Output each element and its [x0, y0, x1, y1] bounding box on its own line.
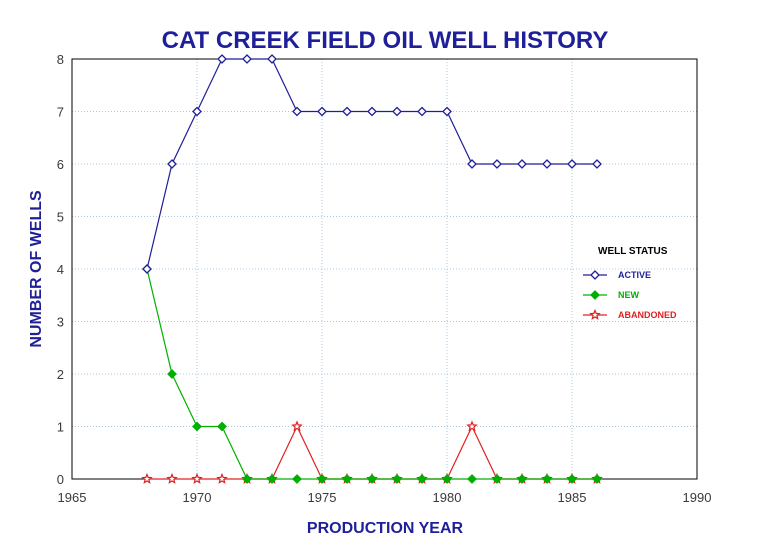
active-point [267, 54, 277, 64]
new-point [567, 474, 577, 484]
chart-title: CAT CREEK FIELD OIL WELL HISTORY [162, 27, 609, 54]
new-point [367, 474, 377, 484]
legend-label-active: ACTIVE [618, 270, 651, 280]
new-point [467, 474, 477, 484]
series-layer [141, 54, 603, 484]
x-tick-label: 1990 [683, 490, 712, 505]
new-point [192, 421, 202, 432]
active-point [592, 159, 602, 169]
new-point [317, 474, 327, 484]
active-point [392, 106, 402, 117]
active-point [467, 159, 477, 169]
active-point [367, 106, 377, 117]
y-tick-label: 4 [57, 262, 64, 277]
new-point [392, 474, 402, 484]
active-point [142, 264, 152, 274]
new-point [167, 369, 177, 379]
abandoned-point [141, 472, 153, 484]
abandoned-point [216, 472, 228, 484]
abandoned-point [466, 420, 478, 432]
x-tick-label: 1965 [58, 490, 87, 505]
y-axis-label: NUMBER OF WELLS [28, 190, 45, 348]
y-tick-label: 7 [57, 105, 64, 120]
x-tick-label: 1985 [558, 490, 587, 505]
active-point [567, 159, 577, 169]
legend: WELL STATUS ACTIVE NEW ABANDONED [583, 246, 677, 320]
x-tick-label: 1970 [183, 490, 212, 505]
x-tick-label: 1975 [308, 490, 337, 505]
y-tick-label: 3 [57, 315, 64, 330]
active-point [517, 159, 527, 169]
abandoned-series [141, 420, 603, 484]
new-point [517, 474, 527, 484]
y-tick-label: 6 [57, 157, 64, 172]
new-point [292, 474, 302, 484]
active-point [192, 106, 202, 117]
active-point [167, 159, 177, 169]
new-point [442, 474, 452, 484]
abandoned-point [191, 472, 203, 484]
new-point [592, 474, 602, 484]
legend-title: WELL STATUS [598, 246, 668, 257]
active-point [292, 106, 302, 117]
abandoned-point [291, 420, 303, 432]
legend-active-point [590, 270, 600, 280]
active-series [142, 54, 602, 274]
y-tick-label: 5 [57, 210, 64, 225]
active-point [542, 159, 552, 169]
y-tick-label: 2 [57, 367, 64, 382]
legend-abandoned-point [589, 308, 601, 320]
legend-label-abandoned: ABANDONED [618, 310, 677, 320]
abandoned-series-line [147, 425, 597, 480]
new-point [342, 474, 352, 484]
y-tick-label: 8 [57, 52, 64, 67]
active-point [492, 159, 502, 169]
active-point [317, 106, 327, 117]
active-point [442, 106, 452, 117]
y-tick-label: 1 [57, 420, 64, 435]
active-point [242, 54, 252, 64]
x-axis-label: PRODUCTION YEAR [307, 520, 464, 537]
new-point [492, 474, 502, 484]
legend-label-new: NEW [618, 290, 640, 300]
new-point [267, 474, 277, 484]
active-point [342, 106, 352, 117]
active-point [217, 54, 227, 64]
tick-labels: 1965 1970 1975 1980 1985 1990 0 1 2 3 4 5 6 7 8 [57, 52, 712, 505]
new-point [217, 421, 227, 432]
legend-new-point [590, 290, 600, 300]
new-point [417, 474, 427, 484]
x-tick-label: 1980 [433, 490, 462, 505]
grid [72, 59, 697, 479]
new-point [242, 474, 252, 484]
y-tick-label: 0 [57, 472, 64, 487]
new-point [542, 474, 552, 484]
abandoned-point [166, 472, 178, 484]
active-point [417, 106, 427, 117]
